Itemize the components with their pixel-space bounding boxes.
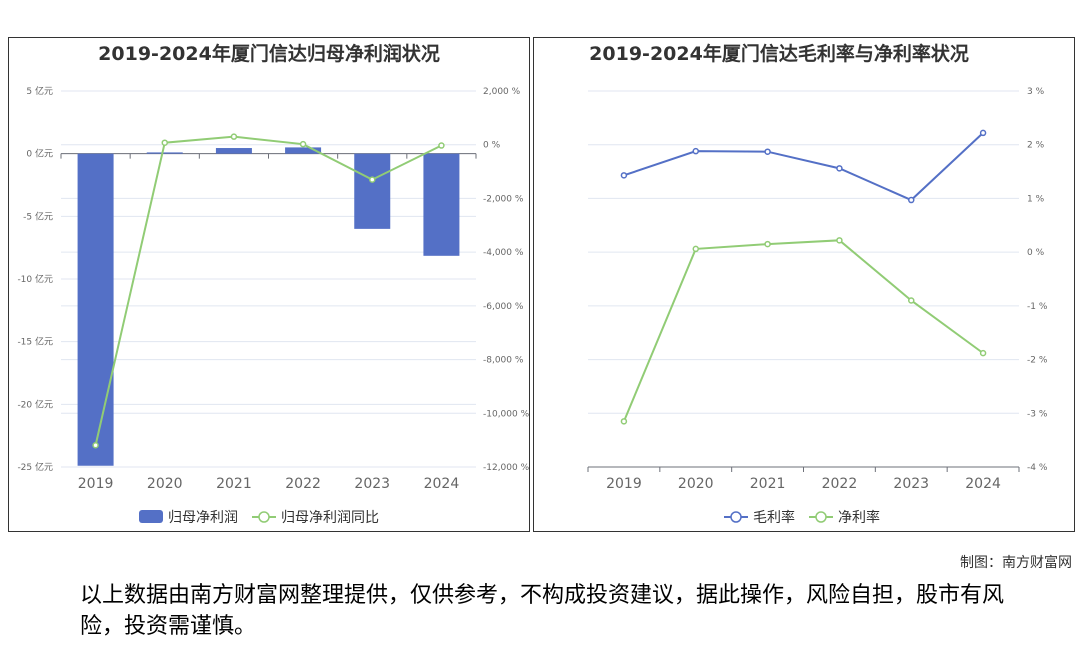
x-axis-label: 2019 xyxy=(78,476,114,492)
right-axis-tick: 1 % xyxy=(1027,194,1045,204)
net-profit-chart: 2019-2024年厦门信达归母净利润状况 2,000 % 0 % -2,000 %… xyxy=(17,42,529,526)
right-axis-tick: -12,000 % xyxy=(483,463,529,473)
chart-title: 2019-2024年厦门信达毛利率与净利率状况 xyxy=(589,42,969,65)
right-axis-tick: 2 % xyxy=(1027,141,1045,151)
right-axis-tick: -2 % xyxy=(1027,356,1048,366)
data-point-2023 xyxy=(369,176,376,183)
right-axis-tick: 0 % xyxy=(483,141,501,151)
data-point-2019 xyxy=(620,418,628,425)
right-axis-tick: -8,000 % xyxy=(483,356,524,366)
left-axis-tick: 5 亿元 xyxy=(26,85,53,97)
legend-marker-icon xyxy=(730,511,742,523)
right-axis-tick: -2,000 % xyxy=(483,194,524,204)
left-axis-tick: -10 亿元 xyxy=(17,273,53,285)
x-axis-label: 2024 xyxy=(424,476,460,492)
data-point-2024 xyxy=(979,349,987,357)
bar-2020 xyxy=(146,152,183,154)
data-point-2022 xyxy=(836,165,843,172)
data-point-2023 xyxy=(908,196,915,204)
right-axis-tick: -10,000 % xyxy=(483,409,529,419)
bar-2019 xyxy=(77,153,114,466)
margin-chart-panel: 2019-2024年厦门信达毛利率与净利率状况 3 % 2 % 1 % 0 % -1 %… xyxy=(533,37,1075,532)
legend-item: 毛利率 xyxy=(753,509,795,526)
left-axis-tick: -20 亿元 xyxy=(17,398,53,410)
series-line-1 xyxy=(622,239,984,422)
data-point-2021 xyxy=(230,133,238,140)
data-point-2020 xyxy=(692,147,699,155)
x-axis-label: 2022 xyxy=(822,476,858,492)
net-profit-chart-panel: 2019-2024年厦门信达归母净利润状况 2,000 % 0 % -2,000 %… xyxy=(8,37,530,532)
right-axis-tick: -4 % xyxy=(1027,463,1048,473)
chart-credit: 制图：南方财富网 xyxy=(960,555,1072,571)
data-point-2022 xyxy=(836,237,843,244)
left-axis-tick: -25 亿元 xyxy=(17,461,53,473)
left-axis-tick: -15 亿元 xyxy=(17,336,53,348)
x-axis-label: 2020 xyxy=(678,476,714,492)
right-axis-tick: -1 % xyxy=(1027,302,1048,312)
legend-marker-icon xyxy=(258,511,270,523)
x-axis-label: 2021 xyxy=(216,476,252,492)
right-axis-tick: -3 % xyxy=(1027,409,1048,419)
data-point-2023 xyxy=(908,297,915,304)
right-axis-tick: 0 % xyxy=(1027,248,1045,258)
left-axis-tick: -5 亿元 xyxy=(23,210,53,222)
x-axis-label: 2020 xyxy=(147,476,183,492)
chart-title: 2019-2024年厦门信达归母净利润状况 xyxy=(98,42,440,65)
data-point-2024 xyxy=(438,142,445,149)
right-axis-tick: -4,000 % xyxy=(483,248,524,258)
data-point-2021 xyxy=(764,240,771,248)
bar-2023 xyxy=(354,153,391,229)
legend-bar-icon xyxy=(139,510,163,523)
data-point-2022 xyxy=(299,140,307,148)
bar-2022 xyxy=(285,147,322,154)
legend-marker-icon xyxy=(815,511,827,523)
series-line-1 xyxy=(94,135,442,446)
legend-item: 归母净利润 xyxy=(168,509,238,526)
data-point-2020 xyxy=(161,139,168,146)
data-point-2021 xyxy=(764,148,771,155)
data-point-2024 xyxy=(979,129,987,137)
data-point-2019 xyxy=(92,441,99,449)
margin-chart: 2019-2024年厦门信达毛利率与净利率状况 3 % 2 % 1 % 0 % -1 %… xyxy=(587,42,1048,526)
x-axis-label: 2024 xyxy=(965,476,1001,492)
disclaimer: 以上数据由南方财富网整理提供，仅供参考，不构成投资建议，据此操作，风险自担，股市… xyxy=(80,583,1005,639)
series-line-0 xyxy=(623,132,984,202)
bar-2021 xyxy=(215,148,252,154)
bar-2024 xyxy=(423,153,460,256)
left-axis-tick: 0 亿元 xyxy=(26,148,53,160)
legend-item: 净利率 xyxy=(838,509,880,526)
right-axis-tick: 2,000 % xyxy=(483,87,521,97)
x-axis-label: 2021 xyxy=(750,476,786,492)
x-axis-label: 2019 xyxy=(606,476,642,492)
data-point-2020 xyxy=(692,245,699,253)
data-point-2019 xyxy=(620,172,628,179)
legend-item: 归母净利润同比 xyxy=(281,509,379,526)
x-axis-label: 2022 xyxy=(285,476,321,492)
right-axis-tick: 3 % xyxy=(1027,87,1045,97)
x-axis-label: 2023 xyxy=(354,476,390,492)
right-axis-tick: -6,000 % xyxy=(483,302,524,312)
x-axis-label: 2023 xyxy=(893,476,929,492)
